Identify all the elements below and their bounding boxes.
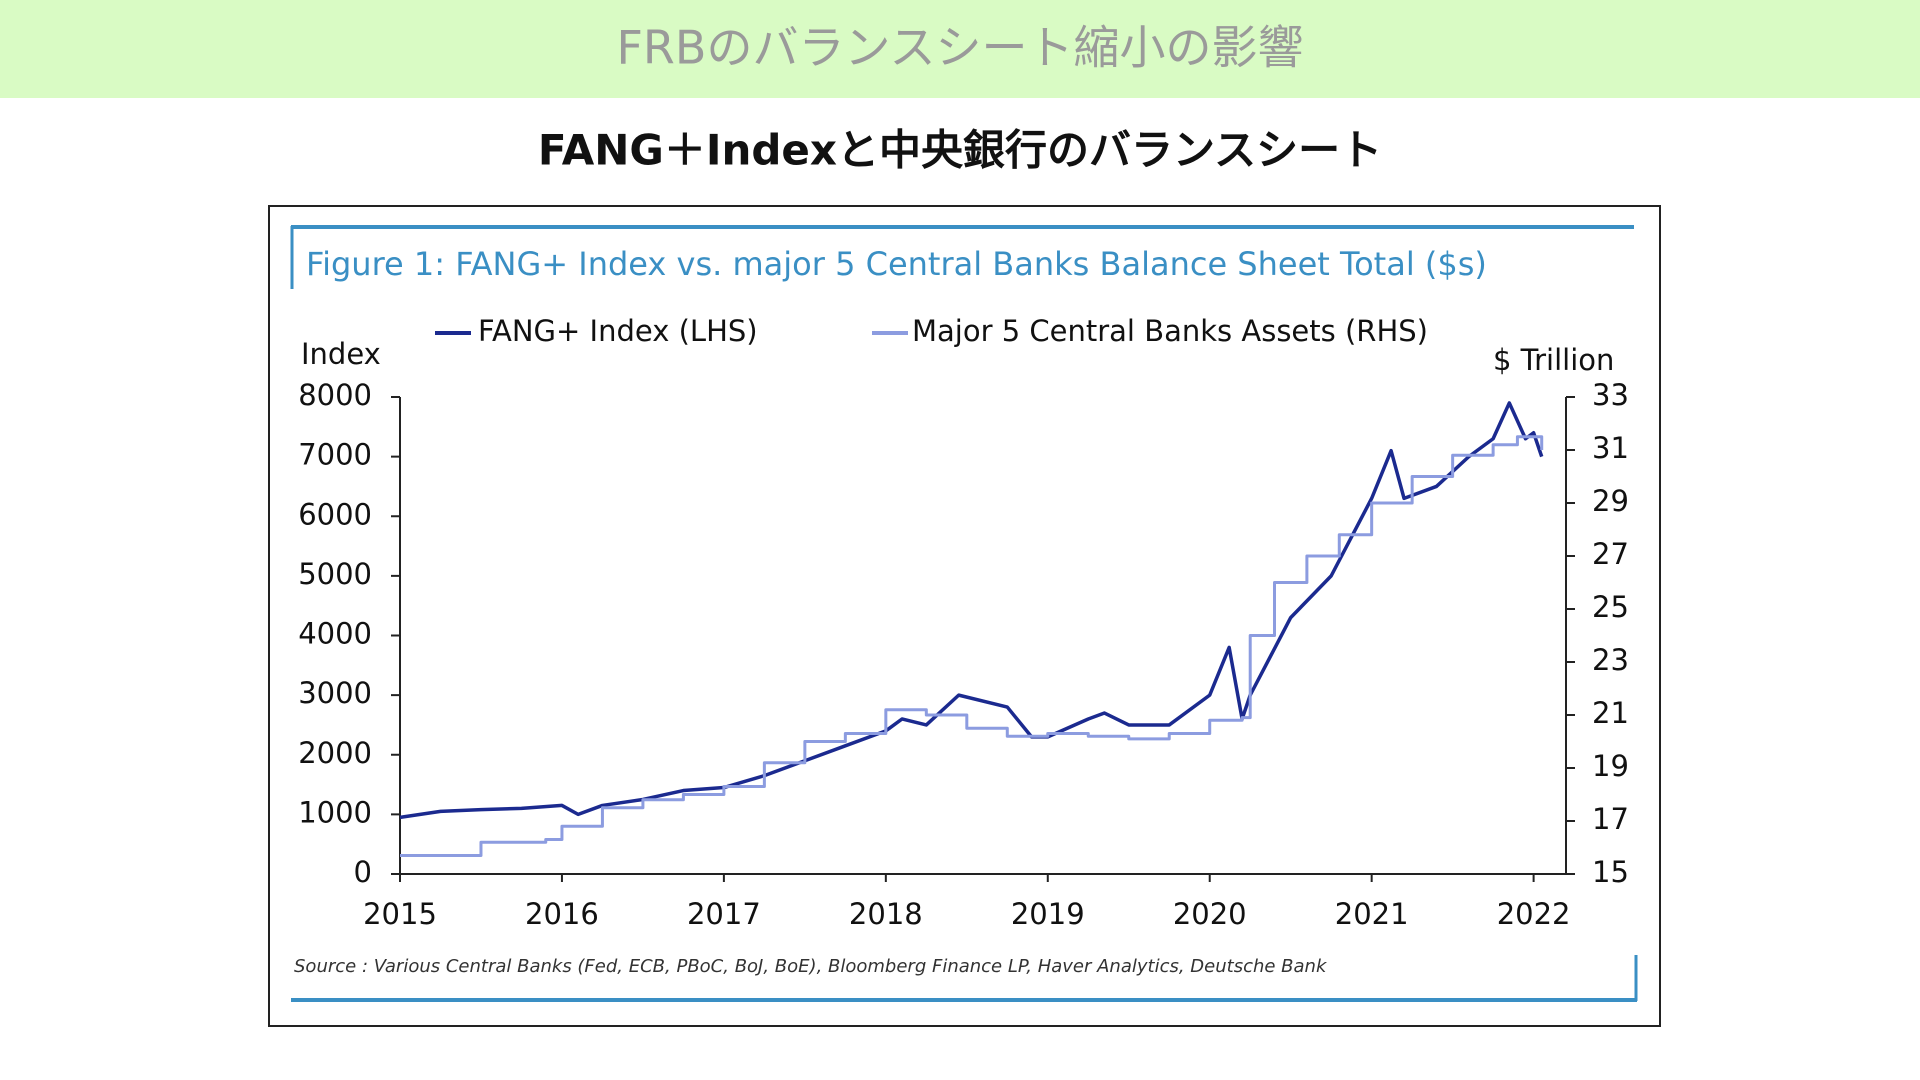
y2-tick-label: 31 bbox=[1592, 431, 1629, 465]
chart-frame bbox=[268, 205, 1661, 1027]
y-tick-label: 5000 bbox=[298, 557, 372, 591]
y2-tick-label: 23 bbox=[1592, 643, 1629, 677]
y-tick-label: 4000 bbox=[298, 617, 372, 651]
legend-label: FANG+ Index (LHS) bbox=[478, 314, 758, 348]
header-band bbox=[0, 0, 1920, 98]
header-title: FRBのバランスシート縮小の影響 bbox=[616, 21, 1303, 75]
chart-title: Figure 1: FANG+ Index vs. major 5 Centra… bbox=[306, 245, 1487, 283]
y-tick-label: 8000 bbox=[298, 378, 372, 412]
y2-tick-label: 21 bbox=[1592, 696, 1629, 730]
y2-tick-label: 33 bbox=[1592, 378, 1629, 412]
y2-tick-label: 15 bbox=[1592, 855, 1629, 889]
y2-axis-label: $ Trillion bbox=[1493, 343, 1614, 377]
source-note: Source : Various Central Banks (Fed, ECB… bbox=[294, 956, 1328, 977]
series-line bbox=[400, 435, 1544, 857]
y2-tick-label: 27 bbox=[1592, 537, 1629, 571]
y-tick-label: 2000 bbox=[298, 736, 372, 770]
y2-tick-label: 19 bbox=[1592, 749, 1629, 783]
y2-tick-label: 29 bbox=[1592, 484, 1629, 518]
x-tick-label: 2021 bbox=[1335, 897, 1409, 931]
y-tick-label: 7000 bbox=[298, 438, 372, 472]
subtitle: FANG＋Indexと中央銀行のバランスシート bbox=[538, 126, 1382, 175]
x-tick-label: 2017 bbox=[687, 897, 761, 931]
y-tick-label: 6000 bbox=[298, 497, 372, 531]
x-tick-label: 2020 bbox=[1173, 897, 1247, 931]
legend-label: Major 5 Central Banks Assets (RHS) bbox=[912, 314, 1428, 348]
y2-tick-label: 17 bbox=[1592, 802, 1629, 836]
y-tick-label: 3000 bbox=[298, 676, 372, 710]
x-tick-label: 2015 bbox=[363, 897, 437, 931]
x-tick-label: 2018 bbox=[849, 897, 923, 931]
x-tick-label: 2016 bbox=[525, 897, 599, 931]
x-tick-label: 2022 bbox=[1497, 897, 1571, 931]
y-tick-label: 1000 bbox=[298, 795, 372, 829]
y-tick-label: 0 bbox=[354, 855, 372, 889]
y2-tick-label: 25 bbox=[1592, 590, 1629, 624]
x-tick-label: 2019 bbox=[1011, 897, 1085, 931]
y-axis-label: Index bbox=[301, 337, 381, 371]
series-line bbox=[399, 401, 1544, 820]
